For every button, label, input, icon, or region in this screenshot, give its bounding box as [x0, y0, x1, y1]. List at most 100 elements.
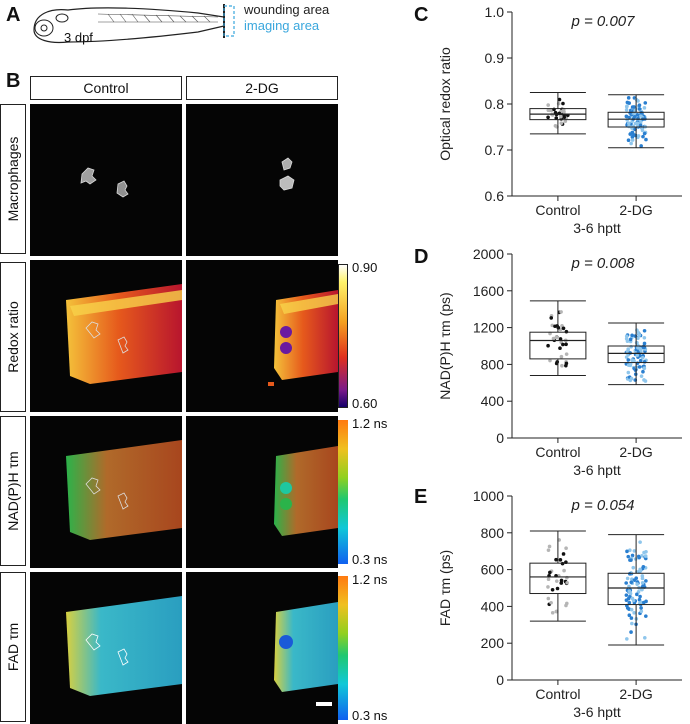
data-point: [625, 349, 630, 354]
data-point: [636, 99, 640, 103]
data-point: [630, 621, 634, 626]
data-point: [639, 114, 643, 118]
data-point: [624, 114, 629, 119]
data-point: [559, 581, 564, 585]
y-tick-label: 0.9: [485, 50, 505, 66]
y-tick-label: 0: [496, 672, 504, 688]
data-point: [549, 316, 554, 320]
image-macrophages-2dg: [186, 104, 338, 256]
image-redox-control: [30, 260, 182, 412]
image-fad-control: [30, 572, 182, 724]
data-point: [638, 594, 642, 599]
scale-bar: [316, 702, 332, 706]
data-point: [562, 568, 566, 573]
data-point: [629, 616, 634, 620]
data-point: [564, 546, 568, 551]
data-point: [636, 336, 640, 341]
data-point: [641, 134, 645, 139]
data-point: [554, 579, 559, 583]
data-point: [629, 558, 633, 562]
data-point: [551, 336, 556, 341]
y-tick-label: 0.8: [485, 96, 505, 112]
row-label-macrophages: Macrophages: [0, 104, 26, 254]
data-point: [644, 137, 648, 142]
x-axis-label: 3-6 hptt: [573, 462, 621, 478]
panel-letter-d: D: [414, 246, 429, 268]
data-point: [627, 589, 632, 594]
box-iqr: [529, 331, 587, 360]
data-point: [564, 352, 569, 356]
p-value: p = 0.008: [571, 255, 636, 272]
x-tick-label: Control: [535, 444, 580, 460]
data-point: [626, 121, 631, 126]
data-point: [642, 328, 647, 333]
y-tick-label: 400: [481, 393, 505, 409]
data-point: [560, 363, 564, 368]
data-point: [554, 609, 559, 614]
y-tick-label: 800: [481, 356, 505, 372]
data-point: [561, 552, 566, 556]
data-point: [555, 324, 559, 328]
data-point: [560, 561, 565, 566]
data-point: [624, 108, 629, 112]
data-point: [642, 360, 647, 364]
data-point: [559, 114, 563, 119]
data-point: [637, 107, 642, 111]
data-point: [555, 586, 560, 591]
data-point: [549, 600, 553, 605]
data-point: [561, 326, 566, 331]
data-point: [641, 369, 645, 374]
data-point: [630, 358, 635, 363]
data-point: [564, 342, 568, 347]
data-point: [637, 333, 642, 337]
data-point: [644, 579, 648, 583]
imaging-area-label: imaging area: [244, 18, 320, 33]
data-point: [554, 335, 559, 340]
chart-d-nadh: 0 400 800 1200 1600 2000 NAD(P)H τm (ps) p = 0.…: [437, 246, 682, 478]
data-point: [559, 354, 564, 359]
data-point: [632, 105, 636, 109]
data-point: [628, 378, 633, 383]
data-point: [624, 593, 629, 597]
data-point: [638, 358, 643, 363]
colorbar-nadh-min: 0.3 ns: [352, 552, 388, 567]
colorbar-fad-max: 1.2 ns: [352, 572, 388, 587]
data-point: [563, 119, 568, 124]
data-point: [558, 337, 563, 341]
data-point: [626, 96, 631, 100]
data-point: [639, 600, 643, 605]
data-point: [546, 103, 550, 107]
data-point: [547, 108, 552, 113]
data-point: [624, 104, 629, 109]
wounding-area-label: wounding area: [244, 2, 330, 17]
data-point: [635, 353, 640, 358]
data-point: [627, 584, 631, 589]
data-point: [630, 138, 635, 142]
y-tick-label: 2000: [473, 246, 504, 262]
y-tick-label: 400: [481, 598, 505, 614]
data-point: [640, 355, 645, 360]
data-point: [628, 132, 633, 136]
data-point: [558, 346, 562, 351]
data-point: [629, 607, 634, 612]
data-point: [565, 580, 569, 585]
data-point: [644, 614, 648, 618]
x-tick-label: 2-DG: [619, 686, 652, 702]
data-point: [627, 124, 631, 129]
data-point: [639, 609, 644, 614]
data-point: [546, 596, 551, 601]
data-point: [630, 596, 635, 601]
data-point: [642, 366, 646, 371]
y-axis-label: FAD τm (ps): [437, 550, 453, 626]
data-point: [634, 576, 639, 580]
data-point: [639, 606, 643, 610]
data-point: [626, 138, 631, 143]
data-point: [626, 554, 631, 559]
data-point: [629, 580, 634, 585]
y-tick-label: 800: [481, 525, 505, 541]
data-point: [626, 358, 631, 362]
data-point: [642, 378, 646, 382]
data-point: [624, 581, 628, 585]
data-point: [642, 131, 647, 136]
data-point: [641, 564, 646, 569]
